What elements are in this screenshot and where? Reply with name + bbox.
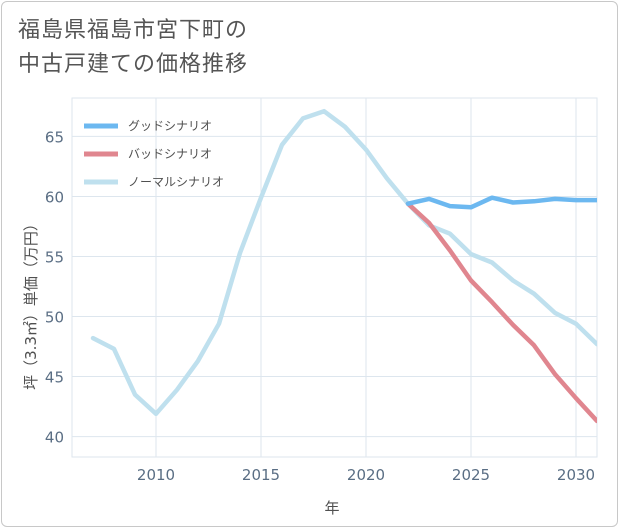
x-tick-label: 2025 (452, 466, 490, 484)
series-line-0 (405, 195, 597, 210)
series-layer (90, 108, 597, 424)
legend-label-2: ノーマルシナリオ (128, 175, 224, 189)
y-axis-label: 坪（3.3㎡）単価（万円） (22, 216, 40, 390)
y-tick-label: 55 (45, 248, 64, 266)
legend-label-1: バッドシナリオ (128, 147, 212, 161)
plot-area (71, 97, 598, 458)
y-tick-label: 65 (45, 128, 64, 146)
legend-label-0: グッドシナリオ (128, 119, 212, 133)
y-tick-label: 60 (45, 188, 64, 206)
chart-title: 福島県福島市宮下町の 中古戸建ての価格推移 (18, 14, 578, 82)
series-line-1 (405, 201, 597, 424)
series-line-2 (90, 108, 597, 417)
y-tick-label: 45 (45, 369, 64, 387)
x-tick-label: 2015 (242, 466, 280, 484)
axis-ticks: 40 45 50 55 60 65 2010 2015 2020 2025 2030 (45, 128, 595, 484)
grid-lines (71, 97, 598, 458)
y-tick-label: 40 (45, 429, 64, 447)
title-line-2: 中古戸建ての価格推移 (18, 52, 249, 77)
x-tick-label: 2030 (557, 466, 595, 484)
x-axis-label: 年 (324, 499, 339, 517)
x-tick-label: 2020 (347, 466, 385, 484)
y-tick-label: 50 (45, 309, 64, 327)
title-line-1: 福島県福島市宮下町の (18, 18, 249, 43)
x-tick-label: 2010 (137, 466, 175, 484)
